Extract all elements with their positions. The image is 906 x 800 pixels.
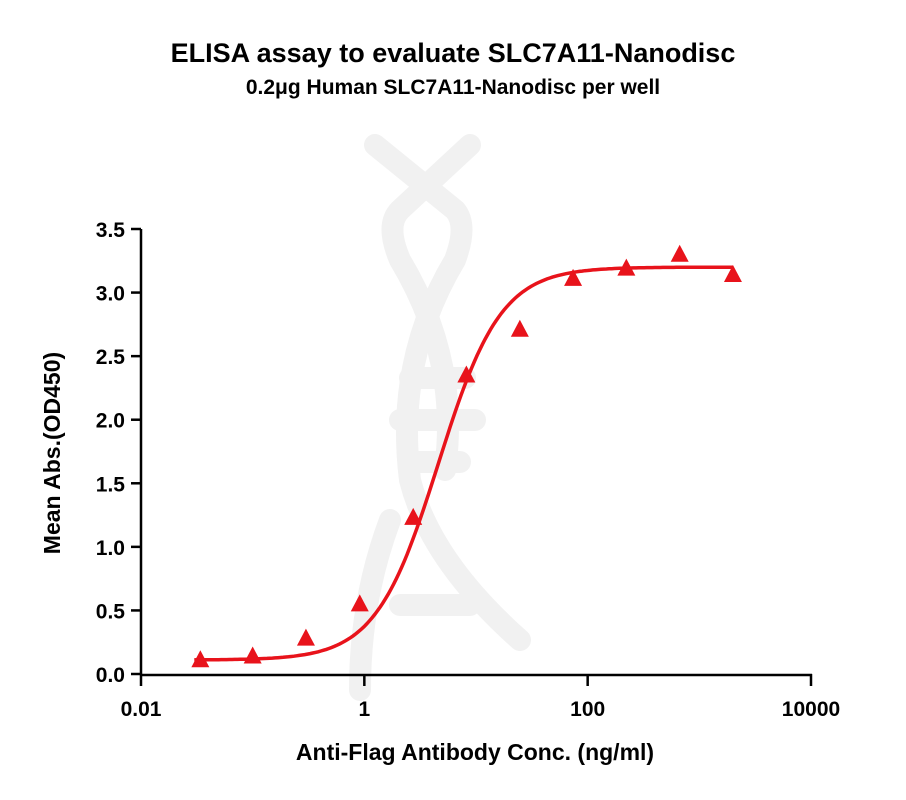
chart-subtitle: 0.2μg Human SLC7A11-Nanodisc per well [245, 76, 661, 99]
y-tick-label: 2.0 [96, 410, 125, 433]
fit-curve [194, 265, 733, 662]
data-point-triangle [564, 268, 583, 286]
data-point-triangle [350, 594, 369, 612]
chart-title: ELISA assay to evaluate SLC7A11-Nanodisc [170, 38, 736, 68]
data-point-triangle [404, 507, 423, 525]
data-point-triangle [191, 650, 210, 668]
y-tick-label: 3.5 [96, 219, 126, 242]
y-tick-label: 0.5 [96, 600, 126, 623]
x-tick-label: 10000 [782, 698, 840, 721]
data-point-triangle [457, 365, 476, 383]
x-tick-label: 0.01 [121, 698, 162, 721]
watermark-logo [349, 134, 531, 701]
y-tick-label: 1.0 [96, 537, 125, 560]
data-point-triangle [510, 319, 529, 337]
y-tick-label: 3.0 [96, 283, 125, 306]
y-tick-label: 2.5 [96, 346, 126, 369]
x-axis-label: Anti-Flag Antibody Conc. (ng/ml) [296, 739, 654, 765]
x-tick-label: 1 [358, 698, 370, 721]
data-point-triangle [296, 628, 315, 646]
data-point-triangle [723, 265, 742, 283]
y-axis-label: Mean Abs.(OD450) [39, 352, 65, 554]
data-point-triangle [243, 646, 262, 664]
data-point-triangle [670, 244, 689, 262]
y-tick-label: 0.0 [96, 664, 125, 687]
y-tick-label: 1.5 [96, 473, 126, 496]
data-point-triangle [617, 258, 636, 276]
x-tick-label: 100 [570, 698, 605, 721]
